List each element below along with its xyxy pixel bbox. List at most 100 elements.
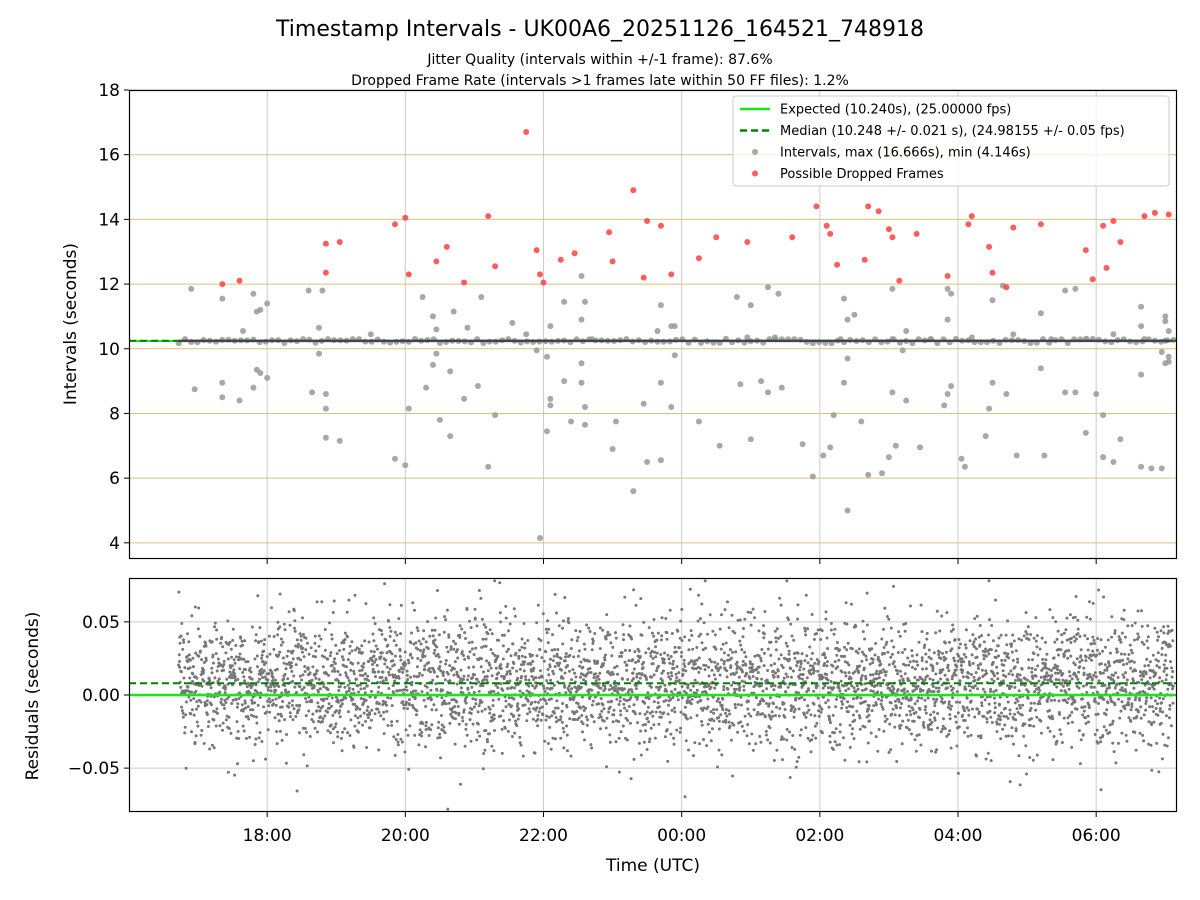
residual-point bbox=[987, 579, 991, 583]
residual-point bbox=[1012, 742, 1015, 746]
residual-point bbox=[559, 657, 563, 661]
residual-point bbox=[430, 628, 434, 632]
residual-point bbox=[222, 703, 226, 707]
residual-point bbox=[791, 734, 795, 737]
interval-point bbox=[582, 404, 588, 410]
residual-point bbox=[232, 672, 236, 676]
residual-point bbox=[1033, 690, 1037, 694]
residual-point bbox=[863, 700, 867, 703]
residual-point bbox=[994, 649, 998, 653]
residual-point bbox=[812, 637, 816, 641]
residual-point bbox=[1069, 637, 1073, 640]
residual-point bbox=[946, 705, 950, 709]
residual-point bbox=[844, 601, 848, 605]
residual-point bbox=[204, 658, 208, 662]
residual-point bbox=[1157, 770, 1161, 774]
residual-point bbox=[957, 646, 961, 650]
residual-point bbox=[510, 704, 513, 708]
residual-point bbox=[631, 658, 635, 662]
residual-point bbox=[229, 673, 233, 677]
residual-point bbox=[232, 668, 236, 672]
residual-point bbox=[790, 634, 794, 638]
residual-point bbox=[362, 687, 366, 690]
residual-point bbox=[334, 643, 338, 647]
dropped-frame-point bbox=[861, 256, 868, 263]
residual-point bbox=[551, 659, 555, 663]
residual-point bbox=[1066, 721, 1070, 725]
residual-point bbox=[531, 684, 535, 688]
residual-point bbox=[1003, 723, 1007, 727]
residual-point bbox=[343, 727, 347, 731]
residual-point bbox=[356, 661, 360, 665]
residual-point bbox=[609, 673, 613, 677]
residual-point bbox=[563, 596, 567, 599]
residual-point bbox=[283, 672, 287, 676]
residual-point bbox=[515, 704, 519, 708]
residual-point bbox=[725, 714, 729, 718]
residual-point bbox=[581, 665, 585, 669]
residual-point bbox=[325, 697, 329, 701]
residual-point bbox=[613, 680, 617, 683]
residual-point bbox=[314, 676, 318, 680]
residual-point bbox=[365, 684, 369, 688]
residual-point bbox=[226, 657, 230, 661]
residual-point bbox=[877, 728, 881, 731]
residual-point bbox=[722, 688, 726, 692]
residual-point bbox=[1039, 675, 1043, 679]
interval-point bbox=[523, 331, 530, 338]
residual-point bbox=[499, 620, 503, 624]
residual-point bbox=[1112, 673, 1115, 677]
residual-point bbox=[185, 655, 189, 658]
residual-point bbox=[1094, 700, 1098, 704]
residual-point bbox=[905, 726, 909, 730]
residual-point bbox=[1126, 624, 1130, 628]
residual-point bbox=[1091, 635, 1095, 639]
residual-point bbox=[429, 697, 433, 701]
residual-point bbox=[229, 666, 233, 670]
residual-point bbox=[310, 700, 314, 704]
residual-point bbox=[1108, 723, 1112, 727]
residual-point bbox=[590, 688, 594, 692]
residual-point bbox=[256, 594, 260, 598]
residual-point bbox=[726, 600, 729, 604]
residual-point bbox=[367, 659, 371, 663]
residual-point bbox=[792, 638, 796, 642]
residual-point bbox=[836, 665, 840, 669]
residual-point bbox=[1130, 624, 1134, 628]
dropped-frame-point bbox=[322, 269, 329, 276]
residual-point bbox=[329, 651, 333, 655]
residual-point bbox=[193, 605, 197, 609]
residual-point bbox=[660, 634, 664, 638]
residual-point bbox=[578, 629, 582, 633]
residual-point bbox=[1092, 638, 1096, 642]
residual-point bbox=[706, 632, 709, 636]
residual-point bbox=[381, 679, 385, 683]
residual-point bbox=[724, 720, 728, 724]
residual-point bbox=[1166, 632, 1170, 635]
residual-point bbox=[869, 673, 872, 677]
residuals-plot-frame bbox=[128, 577, 1178, 813]
residual-point bbox=[626, 718, 630, 722]
residual-point bbox=[915, 653, 919, 657]
residual-point bbox=[580, 695, 584, 699]
residual-point bbox=[581, 722, 585, 726]
residual-point bbox=[831, 748, 835, 751]
residual-point bbox=[370, 659, 374, 663]
residual-point bbox=[385, 651, 389, 655]
residual-point bbox=[417, 639, 421, 643]
residual-point bbox=[980, 634, 984, 637]
residual-point bbox=[666, 759, 670, 763]
residual-point bbox=[255, 715, 258, 719]
dropped-frame-point bbox=[433, 258, 440, 265]
interval-point bbox=[899, 347, 906, 354]
residual-point bbox=[671, 696, 675, 699]
residual-point bbox=[767, 704, 771, 708]
residual-point bbox=[852, 697, 855, 701]
residual-point bbox=[1144, 702, 1148, 705]
residual-point bbox=[454, 711, 458, 715]
residual-point bbox=[796, 617, 800, 621]
residual-point bbox=[824, 617, 828, 621]
residual-point bbox=[1000, 658, 1004, 662]
residual-point bbox=[692, 754, 695, 758]
residual-point bbox=[515, 724, 519, 728]
